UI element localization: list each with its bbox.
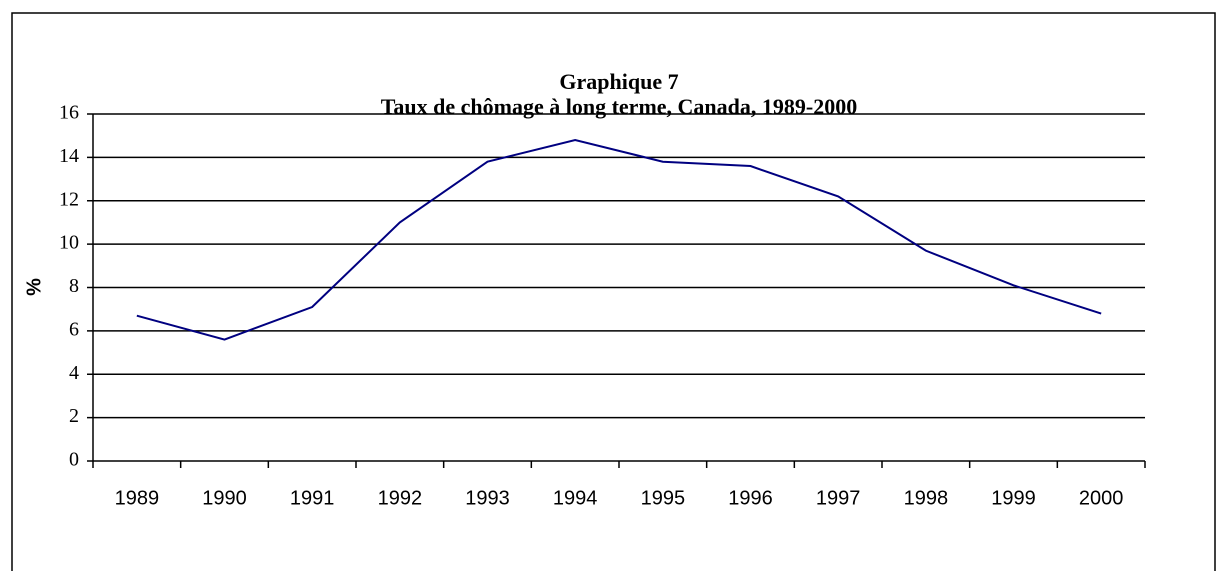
x-tick-label: 1995 bbox=[641, 487, 686, 509]
x-tick-label: 1992 bbox=[378, 487, 423, 509]
y-tick-label: 10 bbox=[59, 232, 79, 254]
x-tick-label: 1994 bbox=[553, 487, 598, 509]
x-tick-label: 1996 bbox=[728, 487, 773, 509]
y-tick-label: 12 bbox=[59, 188, 79, 210]
x-tick-label: 1990 bbox=[202, 487, 247, 509]
y-tick-label: 8 bbox=[69, 275, 79, 297]
chart-title: Graphique 7 bbox=[559, 69, 678, 94]
y-tick-label: 6 bbox=[69, 318, 79, 340]
y-tick-label: 14 bbox=[59, 145, 79, 167]
y-tick-label: 4 bbox=[69, 362, 79, 384]
x-tick-label: 1999 bbox=[991, 487, 1036, 509]
y-tick-label: 16 bbox=[59, 102, 79, 124]
chart-subtitle: Taux de chômage à long terme, Canada, 19… bbox=[381, 94, 857, 119]
chart-frame bbox=[11, 12, 1216, 571]
x-tick-label: 1998 bbox=[904, 487, 949, 509]
y-tick-label: 2 bbox=[69, 405, 79, 427]
x-tick-label: 1993 bbox=[465, 487, 510, 509]
data-line bbox=[136, 138, 1102, 341]
x-tick-label: 2000 bbox=[1079, 487, 1124, 509]
x-tick-label: 1991 bbox=[290, 487, 335, 509]
y-axis-label: % bbox=[23, 278, 45, 296]
x-tick-label: 1989 bbox=[115, 487, 160, 509]
y-tick-label: 0 bbox=[69, 449, 79, 471]
x-tick-label: 1997 bbox=[816, 487, 861, 509]
